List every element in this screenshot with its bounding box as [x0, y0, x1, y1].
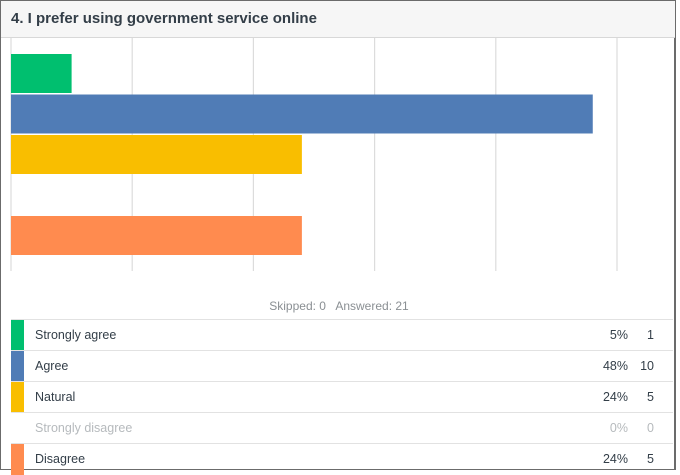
- chart-bars: [11, 54, 593, 255]
- bar-strongly-agree: [11, 54, 72, 93]
- answered-count: Answered: 21: [335, 299, 409, 313]
- legend-percent: 5%: [609, 328, 628, 342]
- legend-swatch: [11, 382, 24, 413]
- legend-row-strongly-agree: Strongly agree 5% 1: [11, 319, 673, 351]
- legend-label: Natural: [35, 390, 76, 404]
- legend-percent: 0%: [609, 421, 628, 435]
- legend-percent: 24%: [602, 452, 628, 466]
- legend-row-agree: Agree 48% 10: [11, 350, 673, 382]
- bar-natural: [11, 135, 302, 174]
- skipped-count: Skipped: 0: [269, 299, 326, 313]
- legend-row-natural: Natural 24% 5: [11, 381, 673, 413]
- legend-row-strongly-disagree: Strongly disagree 0% 0: [11, 412, 673, 444]
- legend-label: Disagree: [35, 452, 86, 466]
- legend-count: 10: [640, 359, 654, 373]
- legend-count: 5: [647, 452, 654, 466]
- bar-chart: [10, 38, 618, 271]
- legend-swatch: [11, 320, 24, 351]
- question-title: 4. I prefer using government service onl…: [11, 10, 317, 27]
- answer-legend: Strongly agree 5% 1 Agree 48% 10 Natural…: [11, 319, 673, 475]
- legend-count: 0: [647, 421, 654, 435]
- bar-agree: [11, 94, 593, 134]
- legend-count: 5: [647, 390, 654, 404]
- legend-label: Strongly agree: [35, 328, 117, 342]
- response-summary: Skipped: 0 Answered: 21: [1, 299, 677, 313]
- legend-label: Agree: [35, 359, 69, 373]
- legend-percent: 24%: [602, 390, 628, 404]
- legend-percent: 48%: [602, 359, 628, 373]
- legend-label: Strongly disagree: [35, 421, 133, 435]
- question-header: 4. I prefer using government service onl…: [1, 1, 675, 38]
- legend-row-disagree: Disagree 24% 5: [11, 443, 673, 475]
- bar-disagree: [11, 216, 302, 255]
- legend-count: 1: [647, 328, 654, 342]
- legend-swatch: [11, 413, 24, 444]
- legend-swatch: [11, 351, 24, 382]
- legend-swatch: [11, 444, 24, 475]
